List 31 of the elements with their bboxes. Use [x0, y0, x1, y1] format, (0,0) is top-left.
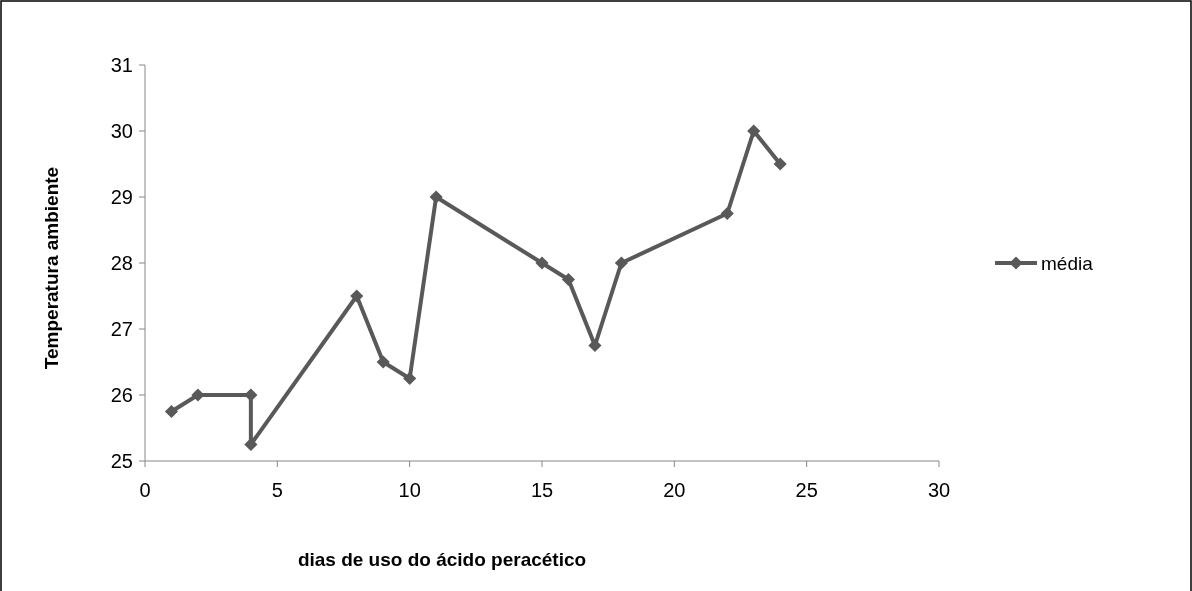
point	[720, 206, 734, 221]
point	[614, 256, 628, 270]
point	[191, 388, 205, 402]
point	[561, 272, 576, 287]
y-tick-label: 30	[110, 120, 133, 142]
point	[588, 338, 602, 353]
point	[747, 124, 761, 138]
x-tick-label: 30	[927, 479, 951, 501]
point	[376, 355, 390, 369]
y-tick-label: 26	[110, 384, 133, 406]
x-tick-label: 20	[663, 479, 686, 501]
y-tick-label: 28	[110, 252, 133, 274]
y-tick-label: 31	[110, 54, 133, 76]
x-tick-label: 25	[795, 479, 818, 501]
y-axis-title: Temperatura ambiente	[41, 166, 62, 370]
x-tick-label: 10	[398, 479, 421, 501]
point	[244, 388, 258, 402]
point	[773, 157, 787, 171]
x-tick-label: 5	[271, 479, 283, 501]
point	[350, 289, 364, 303]
point	[535, 256, 549, 270]
x-axis-title: dias de uso do ácido peracético	[297, 549, 587, 570]
point	[403, 371, 417, 386]
x-tick-label: 0	[139, 479, 151, 501]
y-tick-label: 29	[110, 186, 133, 208]
legend-label: média	[1041, 252, 1094, 274]
y-tick-label: 27	[110, 318, 133, 340]
y-tick-label: 25	[110, 450, 133, 472]
point	[429, 190, 443, 204]
point	[164, 404, 179, 419]
x-tick-label: 15	[530, 479, 554, 501]
